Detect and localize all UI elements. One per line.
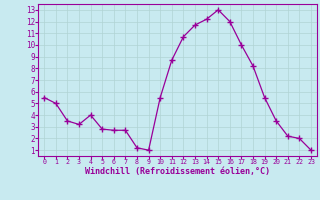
X-axis label: Windchill (Refroidissement éolien,°C): Windchill (Refroidissement éolien,°C) xyxy=(85,167,270,176)
